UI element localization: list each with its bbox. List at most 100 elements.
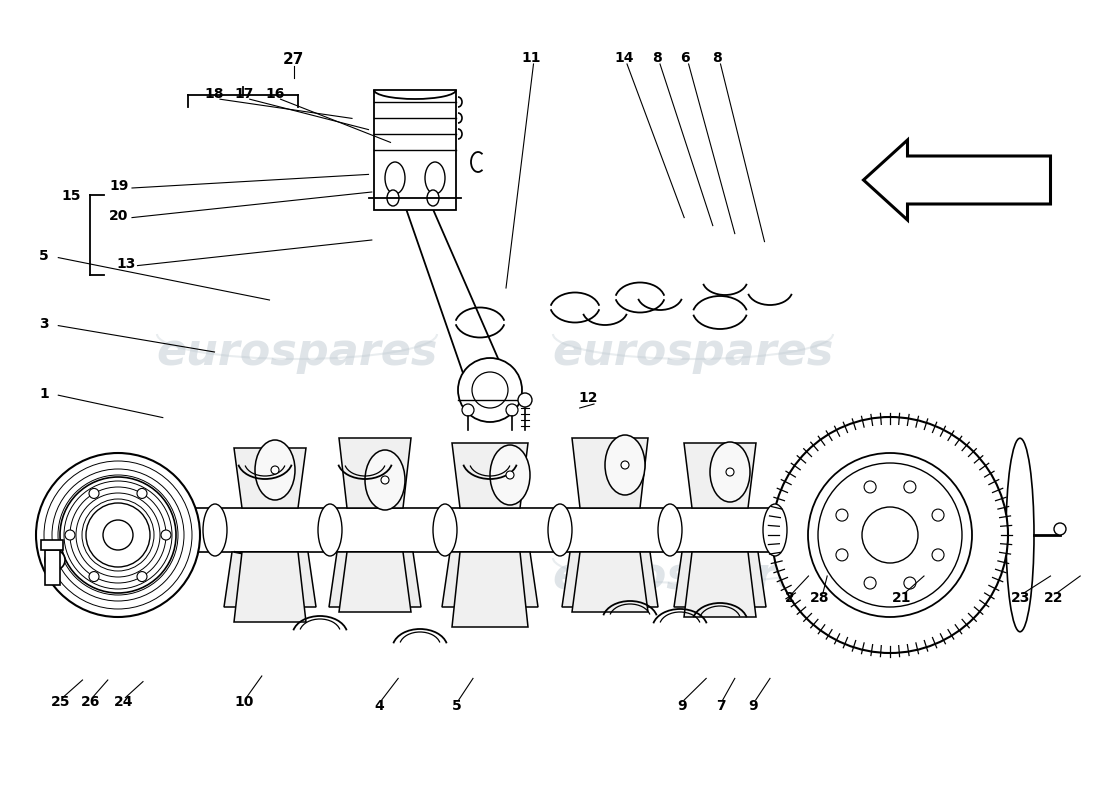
Circle shape: [103, 520, 133, 550]
Text: 23: 23: [1011, 591, 1031, 606]
Ellipse shape: [255, 440, 295, 500]
Ellipse shape: [605, 435, 645, 495]
Circle shape: [86, 503, 150, 567]
Text: 5: 5: [40, 249, 48, 263]
Polygon shape: [442, 552, 538, 607]
Ellipse shape: [490, 445, 530, 505]
Circle shape: [506, 404, 518, 416]
Text: 8: 8: [652, 50, 661, 65]
Text: 4: 4: [375, 698, 384, 713]
Ellipse shape: [204, 504, 227, 556]
Circle shape: [836, 549, 848, 561]
Text: 14: 14: [614, 50, 634, 65]
Text: 11: 11: [521, 50, 541, 65]
Ellipse shape: [433, 504, 456, 556]
Text: 16: 16: [265, 87, 285, 102]
Ellipse shape: [425, 162, 446, 194]
Circle shape: [932, 549, 944, 561]
Circle shape: [904, 481, 916, 493]
Text: 8: 8: [713, 50, 722, 65]
Text: 27: 27: [283, 53, 305, 67]
Ellipse shape: [427, 190, 439, 206]
Text: 24: 24: [113, 695, 133, 710]
Circle shape: [138, 489, 147, 498]
Ellipse shape: [385, 162, 405, 194]
Circle shape: [60, 477, 176, 593]
Text: 26: 26: [80, 695, 100, 710]
Text: 12: 12: [579, 391, 598, 406]
Polygon shape: [562, 552, 658, 607]
Text: 25: 25: [51, 695, 70, 710]
Polygon shape: [684, 443, 756, 508]
Text: eurospares: eurospares: [156, 330, 438, 374]
Text: 21: 21: [892, 591, 912, 606]
Circle shape: [865, 577, 876, 589]
Text: 17: 17: [234, 87, 254, 102]
Circle shape: [506, 471, 514, 479]
Circle shape: [836, 509, 848, 521]
Polygon shape: [452, 443, 528, 508]
Polygon shape: [234, 552, 306, 622]
Polygon shape: [224, 552, 316, 607]
Polygon shape: [374, 90, 456, 210]
Circle shape: [1054, 523, 1066, 535]
Polygon shape: [572, 552, 648, 612]
Text: eurospares: eurospares: [552, 330, 834, 374]
Polygon shape: [674, 552, 766, 607]
Text: 2: 2: [785, 591, 794, 606]
Circle shape: [65, 530, 75, 540]
Ellipse shape: [710, 442, 750, 502]
Polygon shape: [404, 194, 508, 398]
Circle shape: [808, 453, 972, 617]
Text: 20: 20: [109, 209, 129, 223]
Polygon shape: [234, 448, 306, 508]
Polygon shape: [864, 140, 1050, 220]
Text: 9: 9: [678, 698, 686, 713]
Circle shape: [36, 453, 200, 617]
Circle shape: [271, 466, 279, 474]
Circle shape: [161, 530, 170, 540]
Circle shape: [45, 550, 65, 570]
Ellipse shape: [318, 504, 342, 556]
Text: 10: 10: [234, 695, 254, 710]
Ellipse shape: [138, 512, 153, 548]
Polygon shape: [572, 438, 648, 508]
Polygon shape: [339, 438, 411, 508]
Circle shape: [472, 372, 508, 408]
Ellipse shape: [387, 190, 399, 206]
Polygon shape: [452, 552, 528, 627]
Text: 3: 3: [40, 317, 48, 331]
Text: 5: 5: [452, 698, 461, 713]
Circle shape: [904, 577, 916, 589]
Circle shape: [865, 481, 876, 493]
Circle shape: [772, 417, 1008, 653]
Circle shape: [89, 571, 99, 582]
Text: 13: 13: [117, 257, 136, 271]
Text: 6: 6: [681, 50, 690, 65]
Text: 7: 7: [716, 698, 725, 713]
Circle shape: [89, 489, 99, 498]
Text: 18: 18: [205, 87, 224, 102]
Circle shape: [862, 507, 918, 563]
Ellipse shape: [763, 504, 786, 556]
Text: 15: 15: [62, 189, 81, 203]
Circle shape: [518, 393, 532, 407]
Polygon shape: [339, 552, 411, 612]
Circle shape: [381, 476, 389, 484]
Text: 28: 28: [810, 591, 829, 606]
Polygon shape: [684, 552, 756, 617]
Ellipse shape: [658, 504, 682, 556]
Circle shape: [138, 571, 147, 582]
Circle shape: [458, 358, 522, 422]
Text: 9: 9: [749, 698, 758, 713]
Polygon shape: [329, 552, 421, 607]
Circle shape: [818, 463, 962, 607]
Circle shape: [932, 509, 944, 521]
Ellipse shape: [365, 450, 405, 510]
Polygon shape: [41, 540, 63, 550]
Text: 19: 19: [109, 178, 129, 193]
Ellipse shape: [548, 504, 572, 556]
Text: 22: 22: [1044, 591, 1064, 606]
Polygon shape: [45, 550, 60, 585]
Circle shape: [621, 461, 629, 469]
